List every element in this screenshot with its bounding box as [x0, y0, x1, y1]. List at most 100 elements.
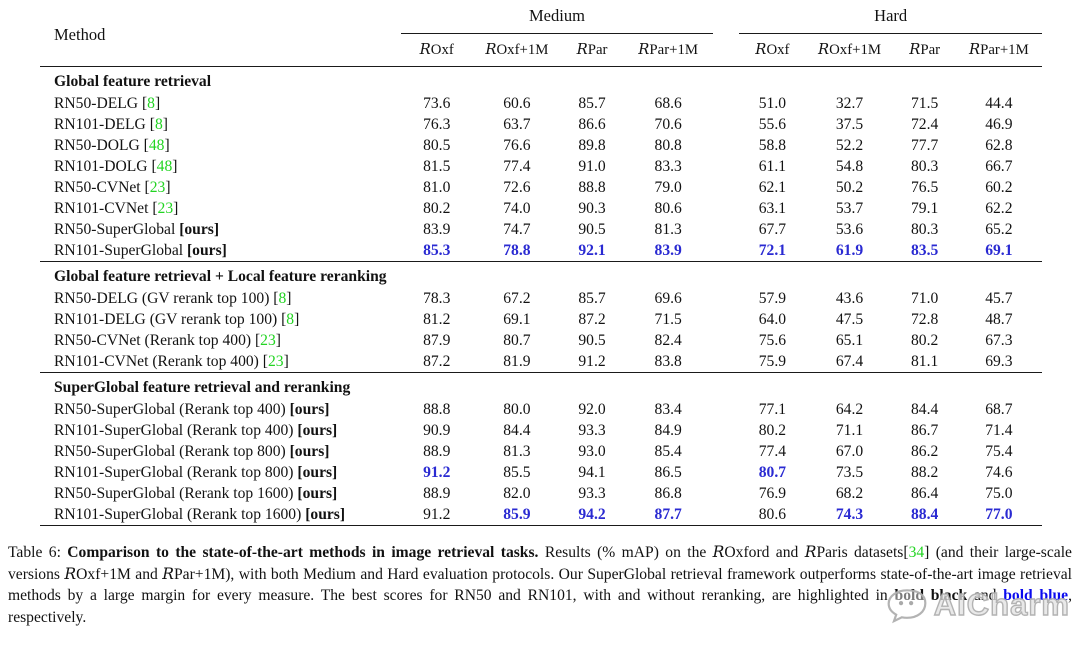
metric-cell: 81.5: [423, 158, 451, 175]
metric-cell: 86.2: [911, 443, 939, 460]
ours-tag: [ours]: [289, 401, 330, 418]
metric-cell: 93.0: [578, 443, 606, 460]
group-gap-cell: [713, 288, 739, 309]
ours-tag: [ours]: [305, 506, 346, 523]
script-R: R: [755, 41, 767, 58]
metric-cell: 72.4: [911, 116, 939, 133]
table-row: RN50-CVNet (Rerank top 400) [23] 87.9 80.7…: [40, 330, 1042, 351]
table-row: RN101-SuperGlobal [ours] 85.3 78.8 92.1 83.9…: [40, 240, 1042, 262]
metric-cell: 80.0: [503, 401, 531, 418]
metric-cell: 77.7: [911, 137, 939, 154]
metric-cell: 68.7: [985, 401, 1013, 418]
metric-cell: 71.0: [911, 290, 939, 307]
metric-cell: 70.6: [654, 116, 682, 133]
metric-cell: 90.3: [578, 200, 606, 217]
metric-cell: 92.0: [578, 401, 606, 418]
method-cell: RN101-SuperGlobal [ours]: [40, 240, 401, 262]
metric-cell: 69.3: [985, 353, 1013, 370]
metric-cell: 82.4: [654, 332, 682, 349]
metric-cell: 77.4: [503, 158, 531, 175]
caption-segment: , respectively.: [8, 587, 1073, 626]
section-heading-row: SuperGlobal feature retrieval and rerank…: [40, 372, 1042, 399]
table-row: RN101-CVNet [23] 80.2 74.0 90.3 80.6 63.1 53.7…: [40, 198, 1042, 219]
method-cell: RN101-SuperGlobal (Rerank top 400) [ours…: [40, 420, 401, 441]
metric-cell: 67.0: [835, 443, 864, 460]
table-row: RN50-DELG (GV rerank top 100) [8] 78.3 67.…: [40, 288, 1042, 309]
metric-cell: 88.9: [423, 485, 451, 502]
citation-number: 48: [148, 137, 165, 154]
caption-segment: bold blue: [1003, 587, 1069, 604]
metric-cell: 85.7: [578, 290, 606, 307]
script-R: R: [968, 41, 981, 58]
metric-cell: 80.5: [423, 137, 451, 154]
metric-cell: 89.8: [578, 137, 606, 154]
metric-cell: 83.9: [654, 242, 682, 259]
metric-cell: 90.5: [578, 221, 606, 238]
metric-cell: 76.6: [503, 137, 531, 154]
method-name: RN50-DOLG: [54, 137, 140, 154]
script-R: R: [576, 41, 588, 58]
metric-cell: 83.9: [423, 221, 451, 238]
metric-cell: 85.9: [503, 506, 531, 523]
metric-cell: 50.2: [835, 179, 864, 196]
metric-cell: 44.4: [985, 95, 1013, 112]
caption-segment: Comparison to the state-of-the-art metho…: [67, 544, 539, 561]
group-gap-cell: [713, 114, 739, 135]
citation-ref: [23]: [262, 353, 289, 370]
method-cell: RN101-DELG (GV rerank top 100) [8]: [40, 309, 401, 330]
metric-cell: 54.8: [835, 158, 864, 175]
metric-cell: 93.3: [578, 422, 606, 439]
citation-number: 23: [157, 200, 174, 217]
column-label-row: ROxf ROxf+1M RPar RPar+1M ROxf ROxf+1M R…: [40, 33, 1042, 67]
metric-cell: 87.9: [423, 332, 451, 349]
group-gap-cell: [713, 309, 739, 330]
group-gap-cell: [713, 330, 739, 351]
metric-cell: 53.6: [835, 221, 864, 238]
ours-tag: [ours]: [179, 221, 220, 238]
metric-cell: 80.3: [911, 221, 939, 238]
table-header: Method Medium Hard ROxf ROxf+1M RPar RPa…: [40, 4, 1042, 67]
caption-segment: 34: [908, 544, 925, 561]
script-R: R: [64, 564, 77, 583]
method-cell: RN50-DELG [8]: [40, 93, 401, 114]
method-cell: RN101-SuperGlobal (Rerank top 800) [ours…: [40, 462, 401, 483]
method-cell: RN101-DELG [8]: [40, 114, 401, 135]
caption-segment: Oxf+1M and: [76, 565, 163, 583]
method-cell: RN101-SuperGlobal (Rerank top 1600) [our…: [40, 504, 401, 526]
caption-segment: Par+1M), with both Medium and Hard evalu…: [8, 565, 1072, 605]
metric-cell: 68.2: [835, 485, 864, 502]
section-heading-row: Global feature retrieval + Local feature…: [40, 261, 1042, 288]
method-cell: RN101-CVNet [23]: [40, 198, 401, 219]
method-name: RN50-DELG: [54, 95, 139, 112]
metric-cell: 63.1: [758, 200, 787, 217]
metric-cell: 86.5: [654, 464, 682, 481]
citation-number: 8: [278, 290, 287, 307]
metric-cell: 75.4: [985, 443, 1013, 460]
method-cell: RN50-SuperGlobal (Rerank top 400) [ours]: [40, 399, 401, 420]
metric-cell: 67.7: [758, 221, 787, 238]
metric-cell: 80.3: [911, 158, 939, 175]
table-row: RN101-CVNet (Rerank top 400) [23] 87.2 81.…: [40, 351, 1042, 373]
metric-cell: 90.9: [423, 422, 451, 439]
metric-cell: 74.6: [985, 464, 1013, 481]
column-label-roxf-hard: ROxf: [739, 33, 806, 67]
citation-ref: [23]: [254, 332, 281, 349]
citation-number: 8: [286, 311, 295, 328]
metric-cell: 69.1: [985, 242, 1013, 259]
metric-cell: 61.9: [835, 242, 864, 259]
citation-number: 23: [267, 353, 284, 370]
metric-cell: 65.1: [835, 332, 864, 349]
group-gap-cell: [713, 93, 739, 114]
method-name: RN101-CVNet: [54, 200, 149, 217]
table-row: RN50-DOLG [48] 80.5 76.6 89.8 80.8 58.8 52.2 77…: [40, 135, 1042, 156]
metric-cell: 87.7: [654, 506, 682, 523]
group-gap-cell: [713, 219, 739, 240]
metric-cell: 62.8: [985, 137, 1013, 154]
metric-cell: 69.6: [654, 290, 682, 307]
metric-cell: 69.1: [503, 311, 531, 328]
method-cell: RN50-DOLG [48]: [40, 135, 401, 156]
method-name: RN101-CVNet (Rerank top 400): [54, 353, 259, 370]
citation-number: 8: [147, 95, 155, 112]
metric-cell: 81.3: [503, 443, 531, 460]
metric-cell: 73.5: [835, 464, 864, 481]
